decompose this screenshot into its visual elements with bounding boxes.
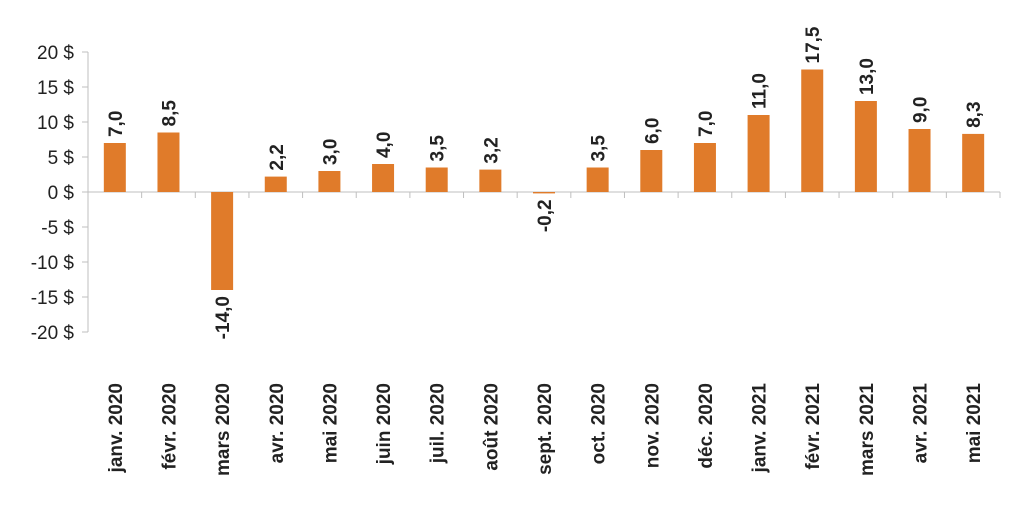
category-label: mai 2021 <box>964 383 985 464</box>
y-tick-label: 20 $ <box>37 43 74 64</box>
y-tick-label: -5 $ <box>41 218 74 239</box>
category-label: mai 2020 <box>320 383 341 463</box>
value-label: 7,0 <box>696 111 717 137</box>
bar <box>211 192 234 290</box>
value-label: 4,0 <box>374 132 395 158</box>
category-label: août 2020 <box>481 383 502 471</box>
value-label: -0,2 <box>535 199 556 232</box>
category-label: févr. 2020 <box>159 383 180 470</box>
value-labels-group: 7,0 8,5 -14,0 2,2 3,0 4,0 3,5 3,2 -0,2 3,5 6,0 7,0 1… <box>106 26 985 339</box>
bar <box>425 167 448 192</box>
value-label: 8,3 <box>964 101 985 127</box>
bar <box>693 143 716 192</box>
category-label: nov. 2020 <box>642 383 663 468</box>
bar <box>318 171 341 192</box>
category-label: juin 2020 <box>374 383 395 465</box>
category-labels-group: janv. 2020 févr. 2020 mars 2020 avr. 2020 ma… <box>106 383 985 476</box>
category-label: févr. 2021 <box>803 383 824 470</box>
value-label: 7,0 <box>106 111 127 137</box>
value-label: 3,2 <box>481 137 502 163</box>
y-tick-label: 15 $ <box>37 78 74 99</box>
bar <box>908 129 931 192</box>
value-label: -14,0 <box>213 296 234 339</box>
category-label: déc. 2020 <box>696 383 717 469</box>
bar <box>103 143 126 192</box>
value-label: 3,5 <box>428 135 449 162</box>
bar <box>962 133 985 192</box>
y-tick-label: 5 $ <box>48 148 75 169</box>
bar <box>479 169 502 192</box>
value-label: 11,0 <box>750 73 771 109</box>
value-label: 6,0 <box>642 118 663 144</box>
category-label: oct. 2020 <box>589 383 610 464</box>
bars-group <box>103 69 985 290</box>
bar <box>372 164 395 192</box>
value-label: 8,5 <box>159 100 180 127</box>
value-label: 13,0 <box>857 58 878 95</box>
y-axis: 20 $ 15 $ 10 $ 5 $ 0 $ -5 $ -10 $ -15 $ -20 $ <box>31 43 89 344</box>
value-label: 3,0 <box>320 139 341 165</box>
bar <box>157 132 180 192</box>
category-label: juil. 2020 <box>428 383 449 464</box>
value-label: 2,2 <box>267 144 288 170</box>
bar <box>586 167 609 192</box>
y-tick-label: 10 $ <box>37 113 74 134</box>
category-label: sept. 2020 <box>535 383 556 475</box>
y-tick-label: -20 $ <box>31 323 75 344</box>
y-tick-label: 0 $ <box>48 183 75 204</box>
category-label: janv. 2021 <box>750 383 771 474</box>
value-label: 9,0 <box>911 97 932 123</box>
bar <box>640 150 663 192</box>
bar <box>854 101 877 192</box>
bar <box>801 69 824 192</box>
category-label: avr. 2021 <box>911 383 932 464</box>
value-label: 3,5 <box>589 135 610 162</box>
category-label: janv. 2020 <box>106 383 127 473</box>
y-tick-label: -15 $ <box>31 288 75 309</box>
category-label: mars 2020 <box>213 383 234 476</box>
y-tick-label: -10 $ <box>31 253 75 274</box>
bar <box>747 115 770 192</box>
bar <box>264 176 287 192</box>
bar <box>533 192 555 194</box>
category-label: avr. 2020 <box>267 383 288 463</box>
category-label: mars 2021 <box>857 383 878 476</box>
value-label: 17,5 <box>803 26 824 63</box>
